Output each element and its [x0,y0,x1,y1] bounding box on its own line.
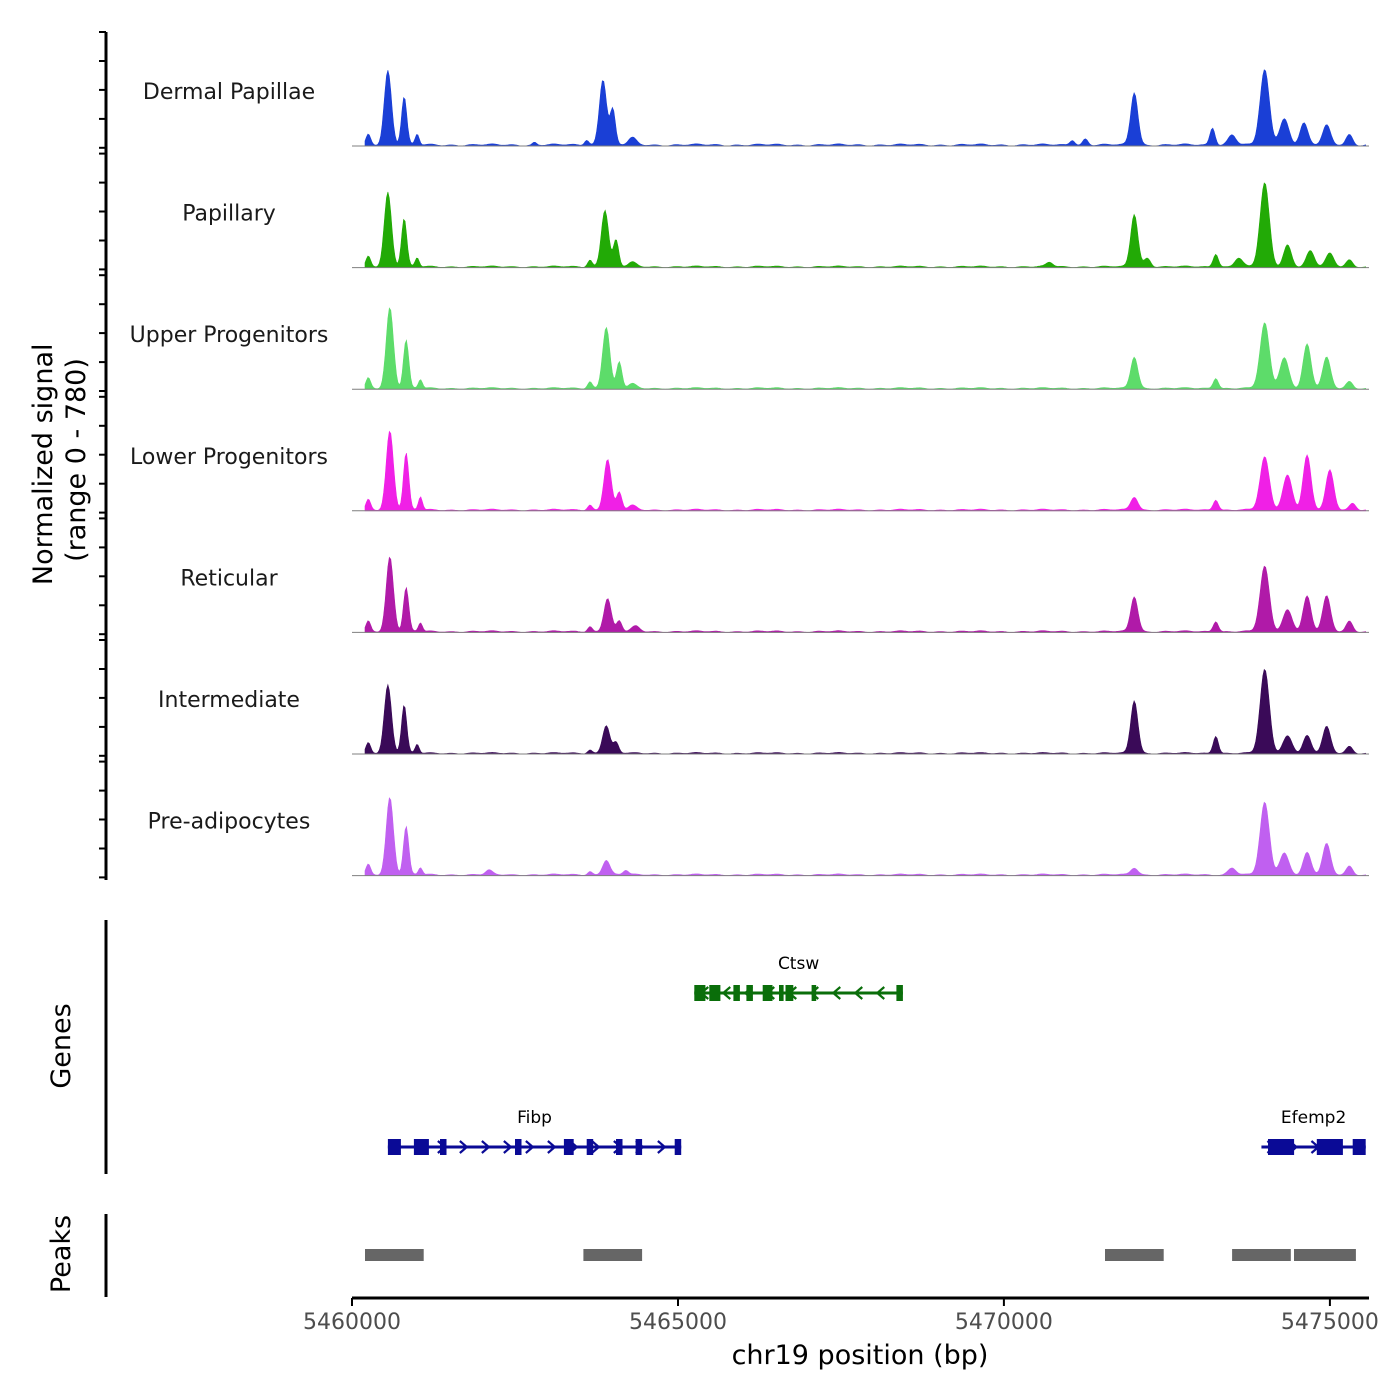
track-label: Intermediate [158,688,300,713]
gene-label: Efemp2 [1281,1108,1346,1128]
peak-region [583,1249,643,1261]
x-tick-label: 5475000 [1281,1310,1379,1335]
peak-region [1105,1249,1164,1261]
genes-axis-title: Genes [46,1003,77,1088]
gene-exon [896,985,903,1001]
genes-panel: Genes Ctsw Fibp Efemp2 [46,920,1366,1174]
x-tick-label: 5460000 [303,1310,401,1335]
strand-arrow [503,1140,513,1154]
strand-arrow [525,1140,535,1154]
signal-area [364,307,1366,390]
gene-exon [413,1139,429,1155]
peaks-panel: Peaks [46,1214,1356,1297]
gene-exon [811,985,817,1001]
track-label: Dermal Papillae [143,80,315,105]
gene-exon [440,1139,447,1155]
gene-ctsw: Ctsw [694,954,903,1001]
track-label: Upper Progenitors [130,323,329,348]
gene-exon [674,1139,682,1155]
gene-exon [733,985,740,1001]
peaks-axis-title: Peaks [46,1215,77,1293]
y-axis-title-line2: (range 0 - 780) [61,358,92,562]
strand-arrow [547,1140,557,1154]
track-label: Lower Progenitors [130,445,328,470]
gene-exon [1316,1139,1343,1155]
y-axis-title: Normalized signal (range 0 - 780) [28,335,92,585]
track-pre-adipocytes: Pre-adipocytes [148,797,1369,877]
strand-arrow [831,986,841,1000]
signal-area [364,556,1366,633]
signal-area [364,69,1366,147]
strand-arrow [875,986,885,1000]
track-dermal-papillae: Dermal Papillae [143,69,1369,147]
strand-arrow [721,986,731,1000]
x-tick-label: 5470000 [955,1310,1053,1335]
x-axis: 5460000 5465000 5470000 5475000 [303,1296,1379,1335]
peak-region [1294,1249,1356,1261]
track-papillary: Papillary [182,182,1369,269]
strand-arrow [657,1140,667,1154]
gene-exon [746,985,753,1001]
peak-region [365,1249,424,1261]
gene-efemp2: Efemp2 [1261,1108,1366,1155]
gene-exon [635,1139,643,1155]
gene-exon [515,1139,522,1155]
gene-exon [1268,1139,1295,1155]
y-axis-title-line1: Normalized signal [28,344,59,586]
signal-area [364,797,1366,876]
track-label: Papillary [182,202,276,227]
gene-exon [387,1139,401,1155]
gene-annotations: Ctsw Fibp Efemp2 [387,954,1366,1155]
gene-exon [785,985,794,1001]
gene-exon [709,985,721,1001]
peak-regions [365,1249,1356,1261]
x-axis-title: chr19 position (bp) [732,1340,989,1371]
strand-arrow [459,1140,469,1154]
peak-region [1232,1249,1291,1261]
coverage-tracks: Dermal Papillae Papillary Upper Progenitor… [130,69,1369,877]
gene-exon [694,985,706,1001]
signal-area [364,668,1366,755]
gene-fibp: Fibp [387,1108,682,1155]
track-label: Pre-adipocytes [148,810,311,835]
strand-arrow [591,1140,601,1154]
signal-area [364,182,1366,268]
track-upper-progenitors: Upper Progenitors [130,307,1369,390]
strand-arrow [481,1140,491,1154]
track-intermediate: Intermediate [158,668,1369,755]
x-tick-label: 5465000 [629,1310,727,1335]
signal-area [364,430,1366,512]
gene-exon [762,985,773,1001]
gene-exon [616,1139,623,1155]
gene-exon [779,985,784,1001]
gene-label: Fibp [517,1108,552,1128]
signal-y-axis-ticks [99,31,106,879]
gene-exon [1352,1139,1366,1155]
gene-exon [586,1139,594,1155]
gene-label: Ctsw [778,954,819,974]
track-lower-progenitors: Lower Progenitors [130,430,1369,512]
track-reticular: Reticular [180,556,1369,633]
strand-arrow [853,986,863,1000]
track-label: Reticular [180,566,278,591]
gene-exon [563,1139,574,1155]
